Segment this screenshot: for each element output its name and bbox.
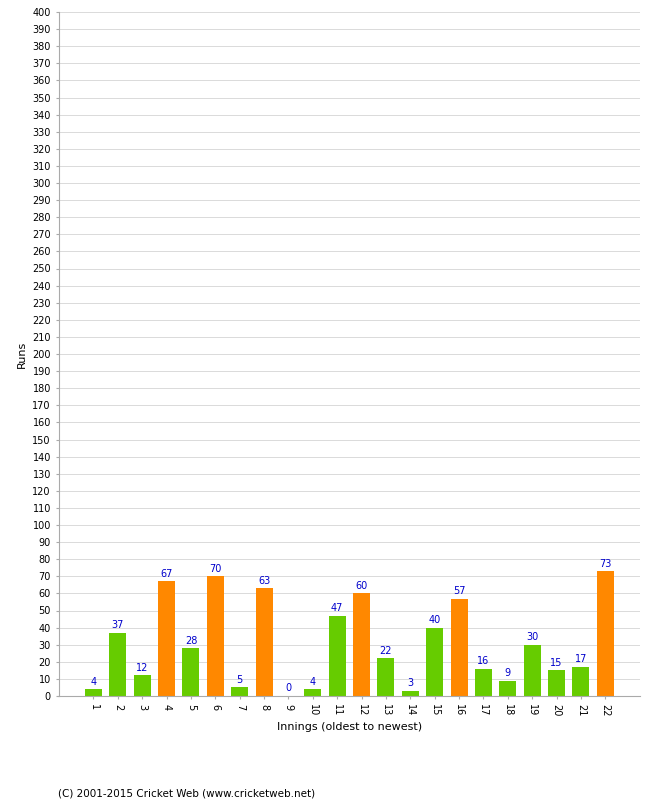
Text: 9: 9 [505,668,511,678]
Text: 63: 63 [258,576,270,586]
Bar [231,687,248,696]
Bar [548,670,565,696]
Y-axis label: Runs: Runs [17,340,27,368]
Bar [378,658,395,696]
Bar [450,598,467,696]
Bar [573,667,590,696]
Bar [426,627,443,696]
Text: 40: 40 [428,615,441,625]
Bar [402,691,419,696]
Text: 17: 17 [575,654,587,664]
Text: 47: 47 [331,603,343,613]
Bar [109,633,126,696]
Text: 16: 16 [477,656,489,666]
Bar [183,648,200,696]
Text: 67: 67 [161,569,173,579]
Text: 28: 28 [185,635,197,646]
Bar [158,582,175,696]
Text: 22: 22 [380,646,392,656]
Bar [353,594,370,696]
Bar [134,675,151,696]
Text: 37: 37 [112,620,124,630]
Text: 0: 0 [285,683,291,694]
Bar [85,689,102,696]
Bar [475,669,492,696]
Text: 4: 4 [90,677,97,686]
Text: 15: 15 [551,658,563,668]
Text: 4: 4 [310,677,316,686]
Text: 57: 57 [453,586,465,596]
Bar [329,616,346,696]
Text: 73: 73 [599,558,612,569]
X-axis label: Innings (oldest to newest): Innings (oldest to newest) [277,722,422,732]
Bar [207,576,224,696]
Bar [499,681,516,696]
Text: 5: 5 [237,675,243,685]
Text: 3: 3 [408,678,413,688]
Text: 30: 30 [526,632,538,642]
Bar [597,571,614,696]
Text: (C) 2001-2015 Cricket Web (www.cricketweb.net): (C) 2001-2015 Cricket Web (www.cricketwe… [58,788,316,798]
Bar [255,588,272,696]
Bar [524,645,541,696]
Text: 60: 60 [356,581,368,591]
Bar [304,689,321,696]
Text: 12: 12 [136,663,148,673]
Text: 70: 70 [209,564,222,574]
